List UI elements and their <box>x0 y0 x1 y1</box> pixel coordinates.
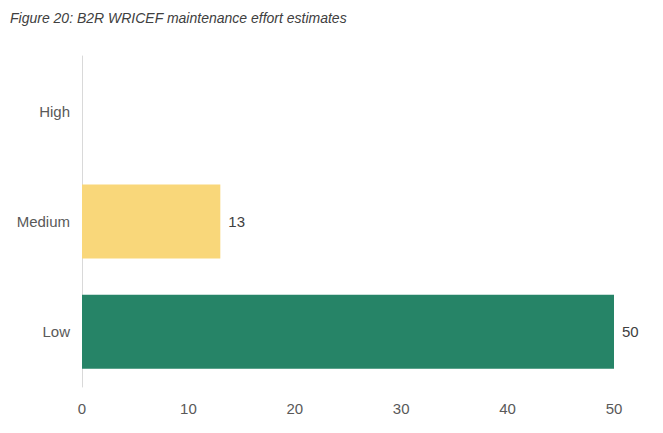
svg-text:Low: Low <box>42 323 70 340</box>
svg-text:Figure 20: B2R WRICEF maintena: Figure 20: B2R WRICEF maintenance effort… <box>10 10 347 26</box>
svg-text:13: 13 <box>228 213 245 230</box>
svg-text:40: 40 <box>499 400 516 417</box>
svg-text:20: 20 <box>286 400 303 417</box>
svg-text:30: 30 <box>393 400 410 417</box>
svg-text:High: High <box>39 103 70 120</box>
svg-text:50: 50 <box>622 323 639 340</box>
svg-text:Medium: Medium <box>17 213 70 230</box>
svg-text:0: 0 <box>78 400 86 417</box>
svg-text:10: 10 <box>180 400 197 417</box>
svg-text:50: 50 <box>606 400 623 417</box>
